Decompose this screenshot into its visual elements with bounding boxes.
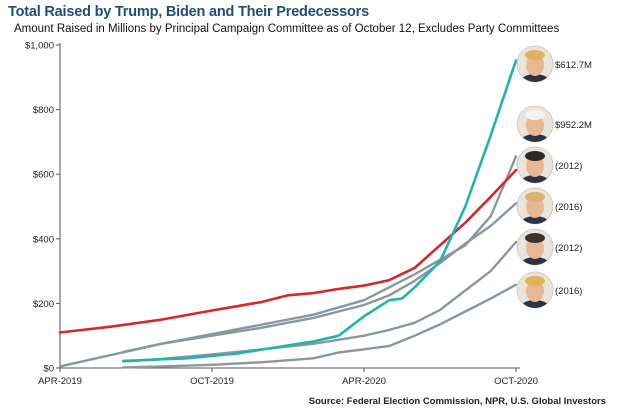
y-tick-label: $600: [33, 170, 54, 181]
biden-portrait-icon: [516, 105, 554, 143]
series-line-trump-2020: [58, 168, 518, 334]
series-line-romney-2012: [122, 240, 518, 363]
series-line-trump-2016: [122, 283, 518, 369]
chart-title: Total Raised by Trump, Biden and Their P…: [8, 4, 369, 20]
clinton-portrait-icon: [516, 187, 554, 225]
y-tick-label: $800: [33, 105, 54, 116]
chart-subtitle: Amount Raised in Millions by Principal C…: [14, 23, 560, 35]
romney-portrait-icon: [516, 228, 554, 266]
y-tick-label: $400: [33, 234, 54, 245]
portrait-layer: $612.7M $952.2M (2012) (2016) (2012) (2016): [516, 45, 592, 309]
series-end-label: (2012): [555, 161, 582, 172]
series-layer: [58, 59, 518, 369]
y-tick-label: $200: [33, 299, 54, 310]
series-line-clinton-2016: [122, 202, 518, 354]
trump-portrait-icon: [516, 45, 554, 83]
series-end-label: (2016): [555, 202, 582, 213]
series-line-biden-2020: [122, 59, 518, 363]
x-tick-label: APR-2020: [342, 376, 386, 387]
x-tick-label: APR-2019: [38, 376, 82, 387]
obama-portrait-icon: [516, 146, 554, 184]
x-tick-label: OCT-2019: [190, 376, 234, 387]
y-tick-label: $0: [43, 364, 54, 375]
source-note: Source: Federal Election Commission, NPR…: [308, 396, 606, 407]
trump-2016-portrait-icon: [516, 271, 554, 309]
series-line-obama-2012: [58, 155, 518, 368]
x-tick-label: OCT-2020: [494, 376, 538, 387]
series-end-label: $952.2M: [555, 120, 592, 131]
series-end-label: $612.7M: [555, 60, 592, 71]
series-end-label: (2016): [555, 286, 582, 297]
series-end-label: (2012): [555, 243, 582, 254]
y-tick-label: $1,000: [25, 41, 54, 52]
